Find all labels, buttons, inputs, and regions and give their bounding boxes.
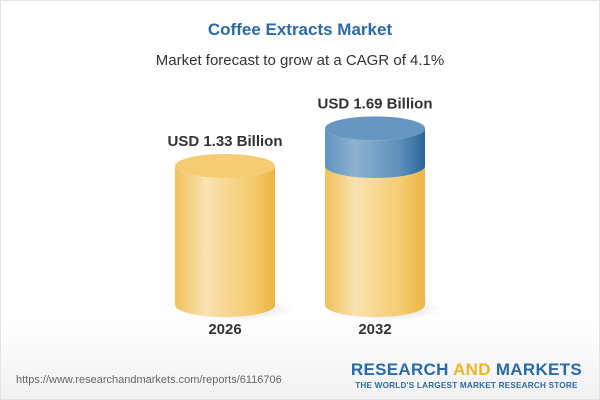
bar-top-2032 (325, 116, 425, 141)
bar-2026 (175, 166, 275, 317)
category-label: 2032 (358, 321, 391, 338)
source-url[interactable]: https://www.researchandmarkets.com/repor… (16, 374, 282, 386)
data-label: USD 1.33 Billion (167, 133, 282, 150)
bar-growth-2032 (325, 128, 425, 178)
research-and-markets-logo: RESEARCH AND MARKETS THE WORLD'S LARGEST… (350, 360, 582, 390)
chart-subtitle: Market forecast to grow at a CAGR of 4.1… (155, 52, 445, 69)
data-label: USD 1.69 Billion (317, 95, 432, 112)
bar-top-2026 (175, 154, 275, 178)
category-label: 2026 (208, 321, 241, 338)
bar-2032 (325, 166, 425, 317)
chart-title: Coffee Extracts Market (207, 20, 393, 39)
